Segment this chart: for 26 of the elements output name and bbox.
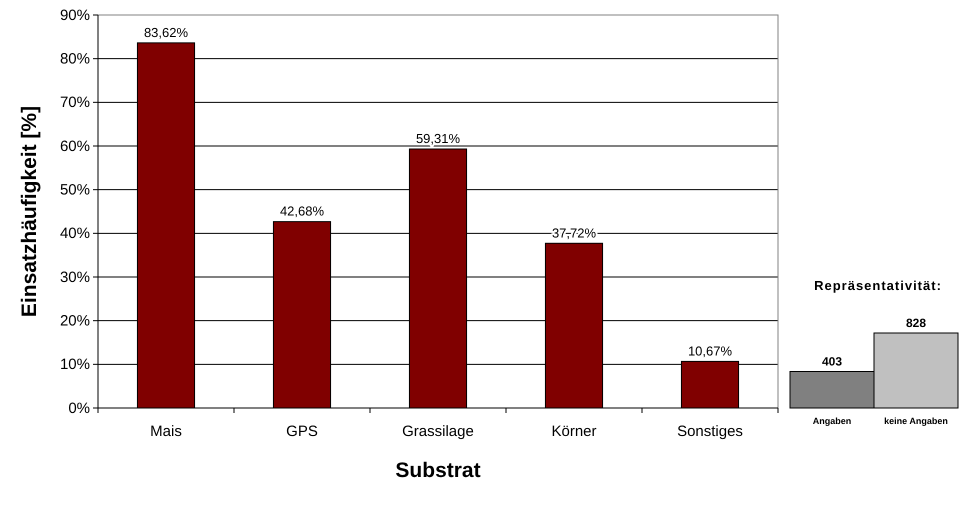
y-tick-label: 40%: [60, 225, 90, 242]
y-tick-label: 80%: [60, 50, 90, 68]
x-tick-label: Körner: [551, 423, 597, 440]
x-tick-label: Grassilage: [402, 423, 474, 440]
data-label: 403: [822, 354, 842, 368]
y-tick-label: 90%: [60, 6, 90, 24]
x-tick-label: Mais: [150, 423, 182, 440]
y-tick-label: 70%: [60, 94, 90, 112]
y-tick-label: 60%: [60, 138, 90, 155]
data-label: 59,31%: [416, 131, 460, 146]
x-tick-label: keine Angaben: [884, 416, 948, 426]
data-label: 42,68%: [280, 204, 324, 219]
y-axis-title: Einsatzhäufigkeit [%]: [18, 106, 41, 318]
y-tick-label: 20%: [60, 312, 90, 330]
data-label: 828: [906, 316, 926, 330]
data-label: 10,67%: [688, 343, 732, 358]
x-tick-label: Angaben: [812, 416, 852, 426]
x-tick-label: GPS: [286, 423, 318, 440]
x-tick-label: Sonstiges: [677, 423, 743, 440]
y-tick-label: 30%: [60, 268, 90, 286]
data-label: 83,62%: [144, 24, 188, 40]
y-tick-label: 0%: [68, 400, 90, 417]
y-tick-label: 10%: [60, 356, 90, 374]
x-axis-title: Substrat: [395, 459, 481, 482]
y-tick-label: 50%: [60, 181, 90, 198]
chart-title: Repräsentativität:: [814, 278, 942, 293]
